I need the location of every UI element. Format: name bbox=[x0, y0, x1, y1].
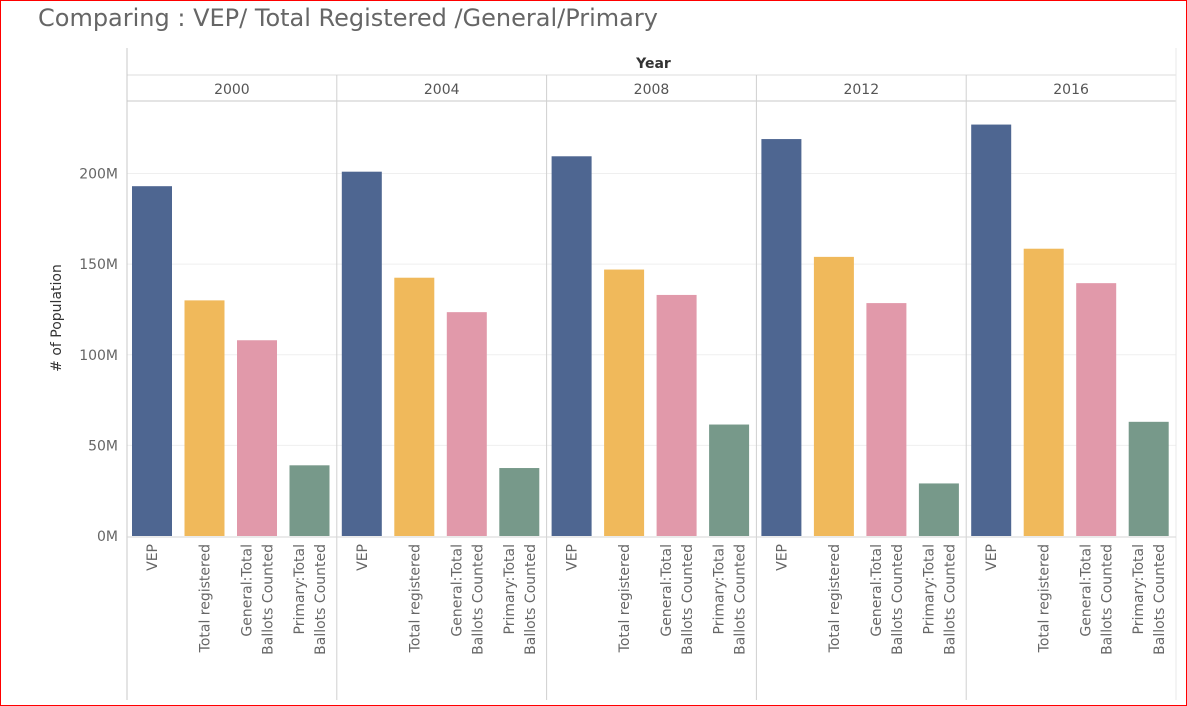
category-label: Primary:Total bbox=[921, 544, 937, 635]
bar-2004-2 bbox=[446, 312, 487, 536]
category-label: VEP bbox=[774, 544, 790, 571]
category-label: VEP bbox=[984, 544, 1000, 571]
bar-2004-3 bbox=[499, 468, 540, 536]
category-label: General:Total bbox=[659, 544, 675, 637]
y-axis-label: # of Population bbox=[49, 264, 65, 372]
bar-2008-3 bbox=[709, 424, 750, 536]
category-label: General:Total bbox=[240, 544, 256, 637]
chart-title: Comparing : VEP/ Total Registered /Gener… bbox=[38, 4, 658, 32]
y-tick-label: 0M bbox=[97, 529, 118, 545]
category-label: Total registered bbox=[617, 544, 633, 653]
bar-2016-3 bbox=[1128, 421, 1169, 536]
category-label: Total registered bbox=[407, 544, 423, 653]
year-header-2008: 2008 bbox=[634, 82, 670, 98]
bar-2012-0 bbox=[761, 139, 802, 536]
category-label: Ballots Counted bbox=[680, 544, 696, 655]
category-label: VEP bbox=[145, 544, 161, 571]
category-label: Primary:Total bbox=[1131, 544, 1147, 635]
y-tick-label: 50M bbox=[88, 438, 118, 454]
category-label: Total registered bbox=[827, 544, 843, 653]
category-label: Primary:Total bbox=[712, 544, 728, 635]
category-label: General:Total bbox=[449, 544, 465, 637]
category-label: Ballots Counted bbox=[313, 544, 329, 655]
y-tick-label: 150M bbox=[79, 257, 118, 273]
category-label: Total registered bbox=[1037, 544, 1053, 653]
category-label: VEP bbox=[355, 544, 371, 571]
bar-2000-1 bbox=[184, 300, 225, 536]
bar-2016-1 bbox=[1023, 248, 1064, 536]
year-header-2004: 2004 bbox=[424, 82, 460, 98]
bar-2008-1 bbox=[604, 269, 645, 536]
bar-2000-3 bbox=[289, 465, 330, 536]
category-label: Ballots Counted bbox=[942, 544, 958, 655]
bar-2012-2 bbox=[866, 303, 907, 536]
category-label: Ballots Counted bbox=[261, 544, 277, 655]
category-label: Primary:Total bbox=[502, 544, 518, 635]
category-label: Ballots Counted bbox=[733, 544, 749, 655]
year-header-2016: 2016 bbox=[1053, 82, 1089, 98]
bar-2008-2 bbox=[656, 294, 697, 536]
bar-2004-0 bbox=[341, 171, 382, 536]
category-label: General:Total bbox=[869, 544, 885, 637]
year-header-2000: 2000 bbox=[214, 82, 250, 98]
bar-2012-1 bbox=[813, 256, 854, 536]
category-label: Total registered bbox=[198, 544, 214, 653]
bar-2004-1 bbox=[394, 277, 435, 536]
column-header-year: Year bbox=[635, 56, 671, 72]
category-label: Ballots Counted bbox=[1152, 544, 1168, 655]
category-label: Ballots Counted bbox=[890, 544, 906, 655]
category-label: VEP bbox=[565, 544, 581, 571]
bar-2016-2 bbox=[1076, 283, 1117, 536]
year-header-2012: 2012 bbox=[843, 82, 879, 98]
y-tick-label: 200M bbox=[79, 167, 118, 183]
category-label: Ballots Counted bbox=[523, 544, 539, 655]
bar-2016-0 bbox=[971, 124, 1012, 536]
category-label: Ballots Counted bbox=[1100, 544, 1116, 655]
category-label: Primary:Total bbox=[292, 544, 308, 635]
category-label: Ballots Counted bbox=[470, 544, 486, 655]
bar-2000-2 bbox=[237, 340, 277, 536]
bar-2012-3 bbox=[918, 483, 959, 536]
category-label: General:Total bbox=[1079, 544, 1095, 637]
bar-2000-0 bbox=[132, 186, 172, 536]
bar-2008-0 bbox=[551, 156, 592, 536]
y-tick-label: 100M bbox=[79, 348, 118, 364]
